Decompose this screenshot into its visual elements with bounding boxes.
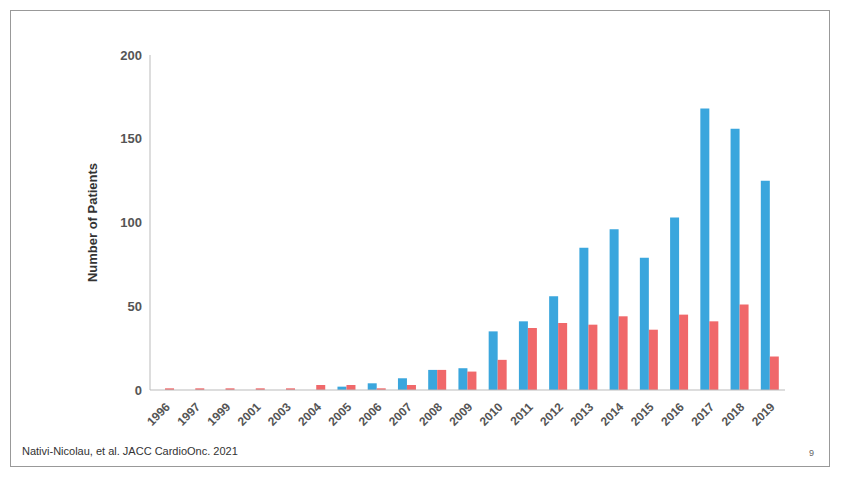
svg-text:2012: 2012 xyxy=(537,400,566,429)
svg-text:1997: 1997 xyxy=(174,400,203,429)
svg-text:2009: 2009 xyxy=(446,400,475,429)
svg-text:2008: 2008 xyxy=(416,400,445,429)
svg-text:2007: 2007 xyxy=(386,400,415,429)
svg-text:0: 0 xyxy=(135,383,142,398)
svg-text:1996: 1996 xyxy=(144,400,173,429)
svg-text:2019: 2019 xyxy=(749,400,778,429)
svg-text:100: 100 xyxy=(120,215,142,230)
svg-text:50: 50 xyxy=(128,299,142,314)
svg-text:2006: 2006 xyxy=(356,400,385,429)
html-text:Nativi-Nicolau, et al. JACC Ca: Nativi-Nicolau, et al. JACC CardioOnc. 2… xyxy=(22,445,238,457)
svg-text:150: 150 xyxy=(120,131,142,146)
svg-text:2017: 2017 xyxy=(688,400,717,429)
svg-text:2003: 2003 xyxy=(265,400,294,429)
svg-text:200: 200 xyxy=(120,48,142,63)
svg-text:2010: 2010 xyxy=(477,400,506,429)
svg-text:2013: 2013 xyxy=(567,400,596,429)
svg-text:Number of Patients: Number of Patients xyxy=(85,163,100,282)
svg-text:2014: 2014 xyxy=(598,400,627,429)
svg-text:2005: 2005 xyxy=(326,400,355,429)
svg-text:2018: 2018 xyxy=(719,400,748,429)
svg-text:2015: 2015 xyxy=(628,400,657,429)
svg-text:2001: 2001 xyxy=(235,400,264,429)
svg-text:2004: 2004 xyxy=(295,400,324,429)
svg-text:1999: 1999 xyxy=(205,400,234,429)
html-text:9: 9 xyxy=(809,448,814,458)
svg-text:2016: 2016 xyxy=(658,400,687,429)
svg-text:2011: 2011 xyxy=(507,400,536,429)
